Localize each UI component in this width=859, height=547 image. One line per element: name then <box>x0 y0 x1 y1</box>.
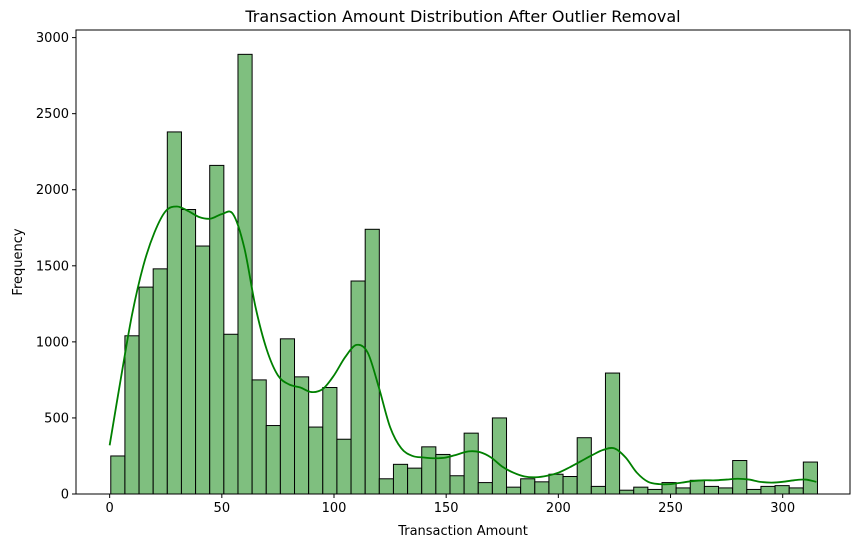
histogram-bar <box>732 460 748 495</box>
histogram-bar <box>322 387 338 495</box>
histogram-bar <box>449 475 465 495</box>
y-tick-label: 2500 <box>36 107 69 122</box>
histogram-bar <box>604 372 621 495</box>
x-axis-label: Transaction Amount <box>397 524 528 539</box>
histogram-bar <box>477 482 493 495</box>
x-tick-label: 250 <box>658 501 683 516</box>
histogram-bar <box>548 473 564 495</box>
histogram-bar <box>364 228 380 495</box>
histogram-bar <box>463 432 479 495</box>
y-tick-label: 0 <box>61 488 69 503</box>
histogram-bar <box>279 338 296 495</box>
plot-frame <box>75 29 851 495</box>
y-axis-ticks: 0 500 1000 1500 2000 2500 3000 <box>36 31 76 503</box>
y-tick-label: 2000 <box>36 183 69 198</box>
histogram-bar <box>110 455 126 495</box>
x-tick-label: 0 <box>106 501 114 516</box>
x-tick-label: 150 <box>434 501 459 516</box>
histogram-bar <box>633 486 649 495</box>
y-tick-label: 3000 <box>36 31 69 46</box>
histogram-bar <box>138 286 154 495</box>
histogram-bar <box>619 489 635 495</box>
histogram-bar <box>265 425 281 495</box>
histogram-bar <box>491 417 508 495</box>
histogram-bar <box>506 486 522 495</box>
histogram-bar <box>124 335 140 495</box>
histogram-bar <box>590 485 606 495</box>
histogram-bar <box>647 488 663 495</box>
histogram-bar <box>223 333 239 495</box>
histogram-bar <box>421 446 437 495</box>
chart-title: Transaction Amount Distribution After Ou… <box>244 7 680 26</box>
histogram-bar <box>407 467 423 495</box>
histogram-bar <box>152 268 168 495</box>
histogram-bar <box>520 478 536 495</box>
y-tick-label: 500 <box>44 411 69 426</box>
histogram-bar <box>675 487 691 495</box>
x-tick-label: 300 <box>770 501 795 516</box>
histogram-bar <box>534 481 550 495</box>
histogram-bar <box>576 437 592 495</box>
histogram-bar <box>308 426 324 495</box>
histogram-bar <box>703 485 720 495</box>
y-axis-label: Frequency <box>11 228 26 295</box>
histogram-bar <box>350 280 366 495</box>
histogram-bar <box>294 376 310 495</box>
histogram-bar <box>760 485 776 495</box>
histogram-bar <box>251 379 267 495</box>
histogram-bar <box>195 245 211 495</box>
y-tick-label: 1500 <box>36 259 69 274</box>
histogram-bar <box>718 487 734 495</box>
x-tick-label: 100 <box>322 501 347 516</box>
histogram-bar <box>180 209 197 495</box>
histogram-bar <box>562 476 578 495</box>
histogram-bar <box>788 487 804 495</box>
bars-group <box>110 53 818 495</box>
histogram-bar <box>166 131 182 495</box>
x-tick-label: 50 <box>214 501 231 516</box>
histogram-bar <box>336 438 352 495</box>
histogram-bar <box>378 478 394 495</box>
histogram-bar <box>435 453 451 495</box>
x-axis-ticks: 0 50 100 150 200 250 300 <box>106 494 795 516</box>
kde-line <box>108 205 817 486</box>
x-tick-label: 200 <box>546 501 571 516</box>
histogram-bar <box>689 479 705 495</box>
histogram-bar <box>746 488 762 495</box>
y-tick-label: 1000 <box>36 335 69 350</box>
histogram-bar <box>774 485 790 495</box>
histogram-bar <box>802 461 818 495</box>
histogram-bar <box>392 463 409 495</box>
